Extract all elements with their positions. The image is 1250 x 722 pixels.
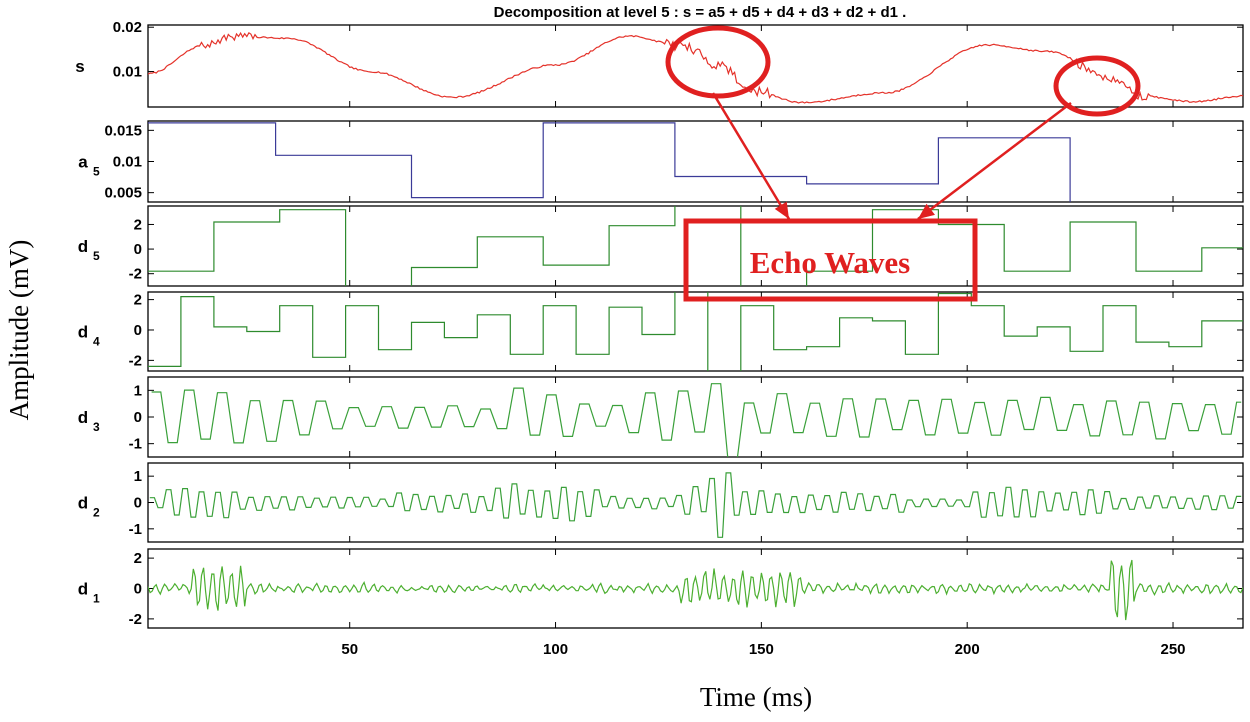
- series-line-s: [148, 31, 1243, 104]
- panel-subscript: 4: [93, 335, 100, 349]
- x-tick-label: 100: [543, 641, 568, 658]
- panel-name: d: [78, 580, 88, 599]
- y-tick-label: 0: [134, 322, 142, 339]
- panel-name: a: [78, 153, 88, 172]
- panel-d2: -1 0 1 d 2: [78, 462, 1244, 543]
- y-tick-label: 1: [134, 382, 142, 399]
- panel-frame: [147, 462, 1244, 543]
- panel-frame: [147, 376, 1244, 458]
- x-tick-label: 50: [341, 641, 358, 658]
- echo-circle-1: [665, 25, 771, 99]
- x-axis-title: Time (ms): [700, 682, 812, 712]
- series-line-d5: [148, 206, 1243, 286]
- series-line-d4: [148, 292, 1243, 371]
- y-tick-label: 0: [134, 495, 142, 512]
- series-line-a5: [148, 122, 1071, 202]
- echo-waves-label: Echo Waves: [750, 245, 910, 280]
- panel-subscript: 3: [93, 420, 100, 434]
- echo-waves-box: [683, 218, 978, 302]
- panel-d3: -1 0 1 d 3: [78, 376, 1244, 458]
- panel-d1: -2 0 2 d 1: [78, 548, 1244, 629]
- panel-name: d: [78, 408, 88, 427]
- echo-arrow-2-head: [918, 203, 935, 219]
- series-line-d2: [149, 472, 1242, 538]
- x-axis-ticks: 50 100 150 200 250: [341, 641, 1185, 658]
- x-tick-label: 150: [749, 641, 774, 658]
- series-line-d3: [151, 383, 1242, 457]
- y-tick-label: 2: [134, 550, 142, 567]
- x-tick-label: 250: [1161, 641, 1186, 658]
- panel-a5: 0.005 0.01 0.015 a 5: [78, 120, 1244, 203]
- y-tick-label: 1: [134, 468, 142, 485]
- panel-name: d: [78, 494, 88, 513]
- panel-name: d: [78, 323, 88, 342]
- echo-arrow-1: [711, 92, 791, 220]
- echo-arrow-1-head: [774, 201, 789, 219]
- panel-s: 0.01 0.02 s: [75, 19, 1244, 108]
- y-tick-label: -2: [129, 352, 142, 369]
- echo-arrow-2: [917, 102, 1072, 220]
- panel-subscript: 5: [93, 249, 100, 263]
- panel-d5: -2 0 2 d 5: [78, 205, 1244, 287]
- y-tick-label: 2: [134, 216, 142, 233]
- panel-subscript: 1: [93, 592, 100, 606]
- panel-name: d: [78, 237, 88, 256]
- y-tick-label: -1: [129, 436, 142, 453]
- y-tick-label: 0.01: [113, 154, 142, 171]
- echo-circle-2: [1053, 55, 1141, 117]
- series-line-d1: [148, 559, 1243, 621]
- y-tick-label: 0.005: [104, 185, 142, 202]
- panel-frame: [147, 205, 1244, 287]
- y-tick-label: 0.015: [104, 122, 142, 139]
- echo-waves-annotation: Echo Waves: [665, 25, 1141, 302]
- y-tick-label: 0: [134, 409, 142, 426]
- y-tick-label: 0: [134, 241, 142, 258]
- panel-name: s: [75, 57, 84, 76]
- y-tick-label: 0.02: [113, 19, 142, 36]
- y-tick-label: -2: [129, 266, 142, 283]
- chart-title: Decomposition at level 5 : s = a5 + d5 +…: [494, 4, 907, 21]
- panel-subscript: 5: [93, 165, 100, 179]
- panel-subscript: 2: [93, 506, 100, 520]
- y-tick-label: -1: [129, 521, 142, 538]
- y-tick-label: 0: [134, 581, 142, 598]
- y-tick-label: -2: [129, 611, 142, 628]
- y-tick-label: 0.01: [113, 64, 142, 81]
- panel-frame: [147, 120, 1244, 203]
- x-tick-label: 200: [955, 641, 980, 658]
- y-axis-title: Amplitude (mV): [4, 240, 34, 421]
- panel-frame: [147, 548, 1244, 629]
- panel-d4: -2 0 2 d 4: [78, 291, 1244, 372]
- y-tick-label: 2: [134, 292, 142, 309]
